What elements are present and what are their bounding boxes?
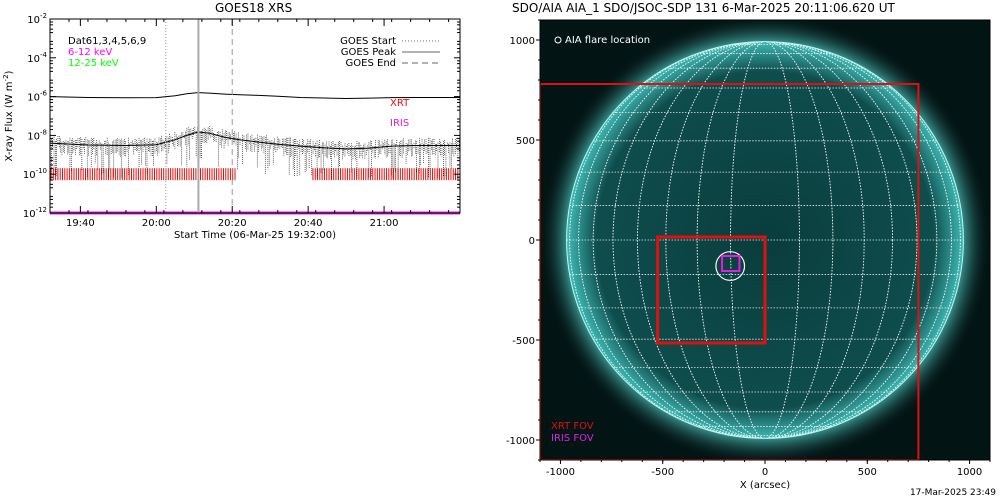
y-tick-base: 10 (23, 209, 36, 220)
y-tick-label: 10-6 (27, 90, 47, 104)
y-axis-label-end: ) (4, 70, 15, 74)
y-tick-label: 500 (516, 136, 535, 147)
y-tick-exp: -4 (40, 51, 48, 59)
x-axis-label: X (arcsec) (740, 480, 790, 491)
sun-limb (566, 41, 964, 439)
x-tick-label: 19:40 (66, 218, 95, 229)
flare-location-circle (715, 251, 746, 281)
series-long-channel (49, 92, 460, 99)
iris-fov-label: IRIS FOV (551, 433, 594, 444)
y-tick-label: 10-4 (27, 51, 47, 65)
longitude-line (578, 41, 952, 439)
y-tick-base: 10 (27, 93, 40, 104)
y-tick-label: 0 (529, 236, 535, 247)
y-tick-label: 1000 (510, 36, 535, 47)
x-tick-label: 21:00 (370, 218, 399, 229)
channel-label-high: 12-25 keV (68, 58, 119, 69)
y-tick-label: 10-2 (27, 12, 47, 26)
y-tick-exp: -10 (36, 167, 47, 175)
channel-label-low: 6-12 keV (68, 47, 112, 58)
x-tick-label: 20:40 (294, 218, 323, 229)
short-channel-noise (49, 124, 460, 180)
xrt-fov-box (656, 235, 767, 345)
xrt-fov-label: XRT FOV (551, 421, 594, 432)
y-axis-label-sup: -2 (2, 74, 10, 81)
longitude-line (730, 41, 800, 439)
quality-flags-label: Dat61,3,4,5,6,9 (68, 36, 146, 47)
y-axis-label-main: X-ray Flux (W m (4, 81, 15, 161)
x-tick-label: -1000 (546, 467, 575, 478)
timestamp-footer: 17-Mar-2025 23:49 (909, 488, 996, 498)
longitude-line (612, 41, 918, 439)
coverage-bar-xrt (50, 168, 236, 181)
y-tick-label: -500 (512, 336, 535, 347)
iris-fov-box (721, 255, 741, 272)
xrt-fov-box (540, 83, 920, 460)
goes-plot-frame (49, 18, 461, 214)
goes-title: GOES18 XRS (215, 1, 293, 15)
y-tick-base: 10 (27, 131, 40, 142)
xrt-coverage-label: XRT (390, 98, 410, 109)
aia-title: SDO/AIA AIA_1 SDO/JSOC-SDP 131 6-Mar-202… (512, 1, 895, 15)
y-tick-exp: -12 (36, 206, 47, 214)
x-tick-label: 0 (762, 467, 768, 478)
x-tick-label: 20:00 (142, 218, 171, 229)
y-tick-base: 10 (27, 15, 40, 26)
y-tick-label: 10-12 (23, 206, 47, 220)
coverage-bar-xrt (312, 168, 459, 181)
y-tick-exp: -6 (40, 90, 48, 98)
longitude-line (569, 41, 961, 439)
legend-label: GOES Start (340, 36, 396, 47)
y-tick-label: -1000 (506, 436, 535, 447)
iris-coverage-label: IRIS (390, 118, 409, 129)
heliographic-grid (566, 41, 964, 439)
series-short-channel (49, 131, 460, 150)
legend-label: GOES Peak (341, 47, 396, 58)
y-axis-label: X-ray Flux (W m-2) (2, 70, 15, 161)
y-tick-exp: -8 (40, 128, 47, 136)
x-tick-label: -500 (651, 467, 674, 478)
longitude-line (592, 41, 938, 439)
flare-legend-marker (554, 36, 562, 44)
longitude-line (665, 41, 865, 439)
y-tick-label: 10-8 (27, 128, 47, 142)
legend-label: GOES End (346, 58, 396, 69)
flare-legend-label: AIA flare location (565, 35, 650, 46)
y-tick-exp: -2 (40, 12, 47, 20)
y-tick-base: 10 (27, 54, 40, 65)
x-tick-label: 1000 (957, 467, 982, 478)
y-tick-base: 10 (23, 170, 36, 181)
longitude-line (696, 41, 834, 439)
x-tick-label: 20:20 (218, 218, 247, 229)
y-tick-label: 10-10 (23, 167, 47, 181)
longitude-line (637, 41, 893, 439)
x-tick-label: 500 (858, 467, 877, 478)
x-axis-label: Start Time (06-Mar-25 19:32:00) (174, 230, 336, 241)
